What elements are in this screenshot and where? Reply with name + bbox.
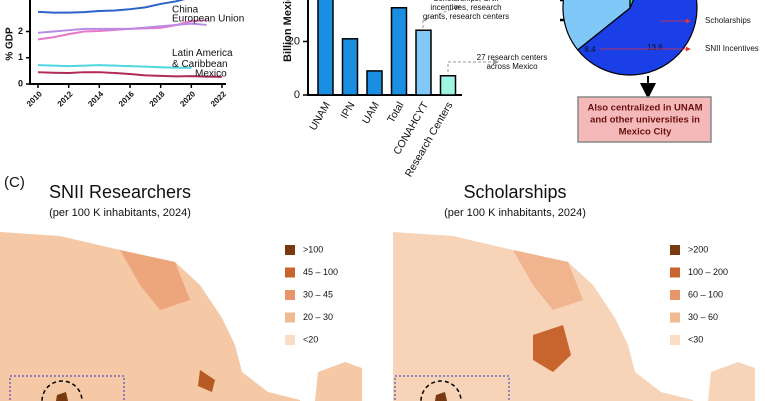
legend-swatch bbox=[285, 290, 295, 300]
series-label: China bbox=[172, 5, 199, 16]
legend-swatch bbox=[285, 312, 295, 323]
annotation: 27 research centers bbox=[477, 53, 548, 62]
annotation-arrow bbox=[422, 4, 461, 28]
data-label: 8.4 bbox=[584, 45, 596, 54]
x-tick-label: 2020 bbox=[178, 89, 197, 108]
bar bbox=[439, 74, 457, 96]
map bbox=[393, 232, 755, 401]
map bbox=[0, 232, 362, 401]
line bbox=[37, 22, 207, 34]
annotation: Scholarships, SNII bbox=[433, 0, 499, 3]
series-label-line: Latin America bbox=[172, 48, 233, 59]
legend-label: <20 bbox=[303, 334, 318, 344]
annotation: across Mexico bbox=[486, 62, 538, 71]
line bbox=[37, 64, 192, 69]
category-label: Scholarships bbox=[705, 16, 751, 25]
line bbox=[37, 0, 186, 14]
bar bbox=[390, 7, 408, 96]
note-box bbox=[577, 96, 712, 143]
legend-label: 30 – 60 bbox=[688, 312, 718, 322]
line bbox=[37, 71, 223, 78]
map-subtitle: (per 100 K inhabitants, 2024) bbox=[49, 207, 191, 219]
x-tick-label: 2014 bbox=[86, 89, 105, 108]
x-tick-label: 2016 bbox=[117, 89, 136, 108]
legend-swatch bbox=[670, 267, 680, 278]
map-title: Scholarships bbox=[463, 182, 566, 202]
bar bbox=[317, 0, 334, 96]
x-tick-label: 2010 bbox=[25, 89, 44, 108]
legend-swatch bbox=[285, 335, 295, 345]
x-tick-label: UNAM bbox=[307, 100, 333, 133]
pie-slice bbox=[629, 0, 635, 9]
y-tick-label: 0 bbox=[18, 78, 23, 88]
annotation: incentives, research bbox=[430, 3, 501, 12]
x-tick-label: 2012 bbox=[56, 89, 75, 108]
category-label: SNII Incentives bbox=[705, 44, 759, 53]
y-tick-label: 2 bbox=[18, 26, 23, 36]
map-title: SNII Researchers bbox=[49, 182, 191, 202]
series-label: Mexico bbox=[195, 69, 227, 80]
bar bbox=[415, 29, 432, 96]
x-tick-label: IPN bbox=[338, 100, 357, 121]
bar bbox=[341, 38, 359, 96]
legend-swatch bbox=[670, 290, 680, 300]
legend-label: 60 – 100 bbox=[688, 289, 723, 299]
legend-label: >200 bbox=[688, 244, 708, 254]
panel-label: (C) bbox=[4, 174, 25, 191]
map-subtitle: (per 100 K inhabitants, 2024) bbox=[444, 207, 586, 219]
y-axis-label: Billion Mexica bbox=[282, 0, 294, 62]
series-label: European Union bbox=[172, 14, 244, 25]
legend-label: 30 – 45 bbox=[303, 289, 333, 299]
legend-swatch bbox=[285, 267, 295, 278]
data-label: 13.6 bbox=[647, 43, 663, 52]
x-tick-label: UAM bbox=[360, 100, 382, 126]
legend-label: 100 – 200 bbox=[688, 267, 728, 277]
legend-swatch bbox=[670, 335, 680, 345]
y-tick-label: 0 bbox=[294, 89, 300, 101]
legend-swatch bbox=[670, 245, 680, 255]
y-tick-label: 20 bbox=[288, 35, 300, 47]
x-tick-label: 2022 bbox=[209, 89, 228, 108]
note: Also centralized in UNAM bbox=[587, 103, 702, 114]
series-label: Latin America & Caribbean bbox=[172, 48, 233, 70]
note: Mexico City bbox=[619, 127, 673, 138]
y-axis-label: % GDP bbox=[5, 27, 16, 61]
legend-label: 20 – 30 bbox=[303, 312, 333, 322]
y-tick-label: 1 bbox=[18, 52, 23, 62]
series-label-line: & Caribbean bbox=[172, 59, 228, 70]
legend-swatch bbox=[670, 312, 680, 323]
annotation: grants, research centers bbox=[423, 12, 509, 21]
pie-slice bbox=[576, 0, 698, 76]
legend-label: <30 bbox=[688, 334, 703, 344]
legend-label: >100 bbox=[303, 244, 323, 254]
legend-label: 45 – 100 bbox=[303, 267, 338, 277]
x-tick-label: 2018 bbox=[148, 89, 167, 108]
legend-swatch bbox=[285, 245, 295, 255]
x-tick-label: Total bbox=[385, 100, 406, 125]
annotation-arrow bbox=[447, 59, 499, 72]
bar bbox=[366, 70, 383, 96]
note: and other universities in bbox=[590, 115, 700, 126]
pie-slice bbox=[562, 0, 631, 51]
